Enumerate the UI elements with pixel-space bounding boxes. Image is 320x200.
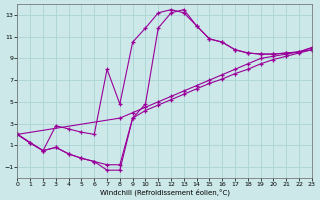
X-axis label: Windchill (Refroidissement éolien,°C): Windchill (Refroidissement éolien,°C)	[100, 188, 230, 196]
